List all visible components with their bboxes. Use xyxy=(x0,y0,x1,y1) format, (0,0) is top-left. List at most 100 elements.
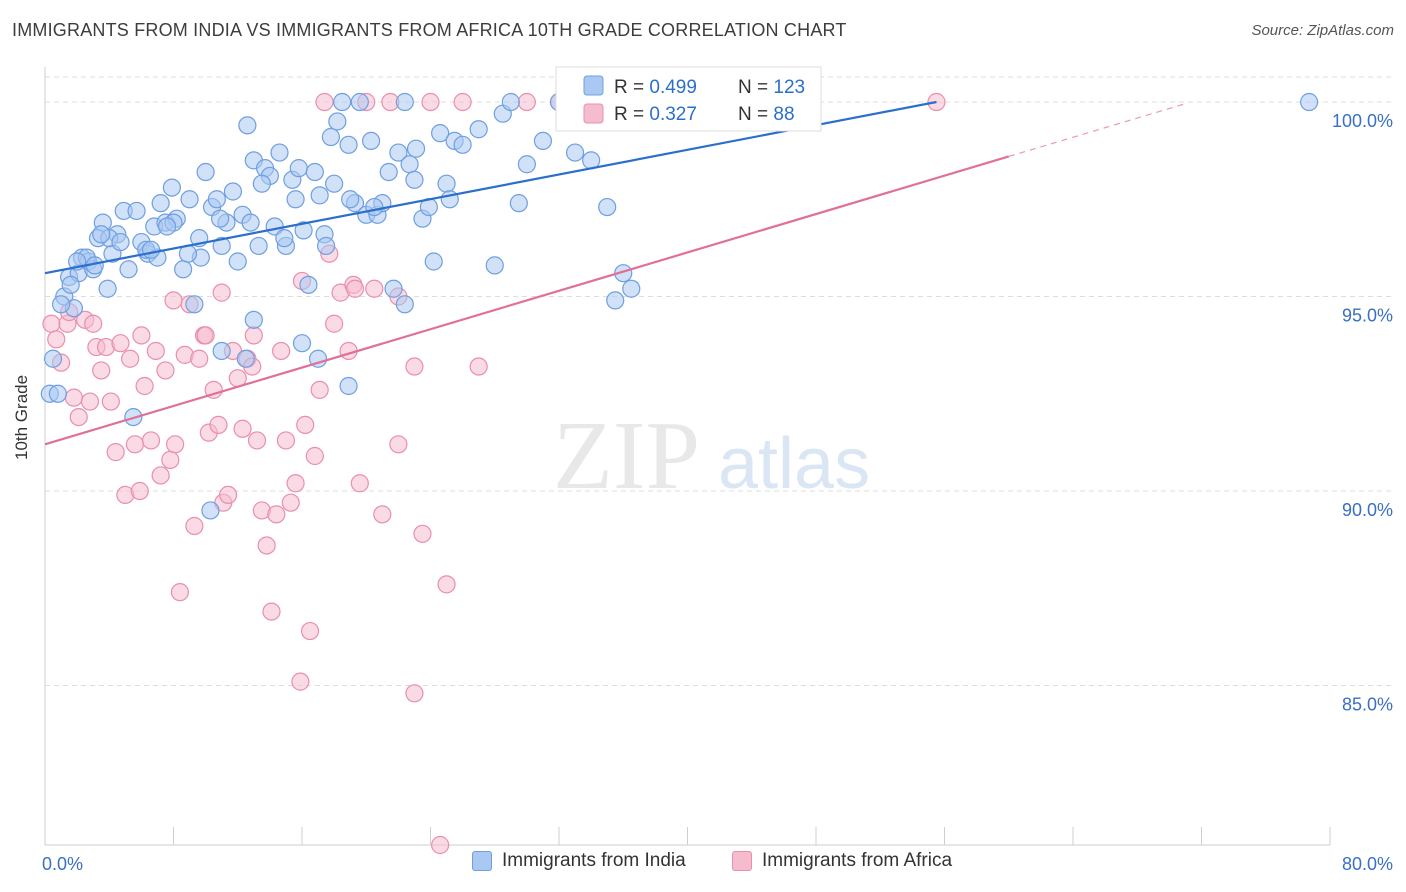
india-point xyxy=(431,124,450,143)
legend-swatch-africa xyxy=(583,103,604,124)
india-point xyxy=(236,349,255,368)
africa-point xyxy=(300,621,320,641)
africa-point xyxy=(291,672,310,691)
india-point xyxy=(565,143,585,162)
africa-point xyxy=(315,92,334,112)
africa-point xyxy=(121,349,140,368)
watermark-atlas: atlas xyxy=(718,424,870,504)
africa-point xyxy=(135,376,154,396)
africa-point xyxy=(405,357,424,376)
legend-n-label-india: N = xyxy=(738,77,773,98)
africa-point xyxy=(286,474,305,493)
svg-text:N = 88: N = 88 xyxy=(738,104,795,125)
africa-point xyxy=(281,493,300,512)
africa-point xyxy=(469,357,488,376)
y-tick-label: 100.0% xyxy=(1332,111,1393,131)
y-tick-label: 85.0% xyxy=(1342,695,1393,715)
africa-point xyxy=(106,443,125,462)
india-point xyxy=(196,162,215,182)
y-tick-label: 90.0% xyxy=(1342,500,1393,520)
india-point xyxy=(405,170,424,189)
africa-point xyxy=(257,536,276,555)
india-point xyxy=(424,252,443,271)
india-point xyxy=(51,295,71,314)
series-africa-points xyxy=(42,92,946,855)
africa-point xyxy=(212,283,231,302)
africa-point xyxy=(64,388,84,407)
india-point xyxy=(174,260,193,279)
india-point xyxy=(61,275,80,294)
x-tick-label: 80.0% xyxy=(1342,854,1393,874)
africa-point xyxy=(190,349,209,368)
africa-point xyxy=(69,408,88,427)
africa-point xyxy=(373,505,392,524)
india-point xyxy=(212,341,231,361)
india-point xyxy=(270,143,289,162)
india-point xyxy=(207,190,226,209)
india-point xyxy=(249,236,268,256)
africa-point xyxy=(47,330,66,349)
chart-source: Source: ZipAtlas.com xyxy=(1251,22,1394,39)
legend-item-india: Immigrants from India xyxy=(472,850,686,872)
legend-swatch-india-bottom xyxy=(472,851,492,871)
india-point xyxy=(241,213,260,232)
india-point xyxy=(223,182,243,201)
india-point xyxy=(400,155,419,174)
legend-n-value-africa: 88 xyxy=(773,104,794,125)
watermark-zip: ZIP xyxy=(553,402,700,510)
india-point xyxy=(509,194,528,213)
legend-r-label-india: R = xyxy=(614,77,649,98)
india-point xyxy=(119,260,138,279)
africa-point xyxy=(125,435,145,454)
africa-point xyxy=(267,505,286,524)
africa-point xyxy=(170,583,190,602)
india-point xyxy=(325,174,344,193)
india-point xyxy=(157,217,177,236)
india-point xyxy=(517,155,536,174)
africa-point xyxy=(132,326,151,345)
india-point xyxy=(299,275,318,294)
svg-text:N = 123: N = 123 xyxy=(738,77,805,98)
legend-r-label-africa: R = xyxy=(614,104,649,125)
india-point xyxy=(379,162,398,182)
africa-point xyxy=(389,435,408,454)
africa-point xyxy=(101,392,120,411)
india-point xyxy=(43,349,63,368)
chart-title: IMMIGRANTS FROM INDIA VS IMMIGRANTS FROM… xyxy=(12,20,847,40)
africa-point xyxy=(161,450,180,469)
india-point xyxy=(127,201,146,221)
india-point xyxy=(622,279,641,298)
india-point xyxy=(606,291,625,310)
legend-n-value-india: 123 xyxy=(773,77,805,98)
india-point xyxy=(305,162,324,182)
india-point xyxy=(395,295,414,314)
india-point xyxy=(453,135,472,154)
india-point xyxy=(98,279,117,298)
india-point xyxy=(294,221,313,240)
africa-point xyxy=(350,474,369,493)
africa-point xyxy=(185,516,204,536)
africa-point xyxy=(164,291,183,310)
india-point xyxy=(350,92,369,112)
india-point xyxy=(92,225,111,244)
africa-point xyxy=(244,326,263,345)
africa-point xyxy=(92,361,111,380)
legend-swatch-africa-bottom xyxy=(732,851,752,871)
india-point xyxy=(406,139,426,158)
y-axis-label: 10th Grade xyxy=(12,374,31,460)
india-point xyxy=(395,92,414,112)
india-point xyxy=(289,159,308,178)
africa-point xyxy=(305,446,324,466)
india-point xyxy=(111,232,130,252)
africa-point xyxy=(141,431,161,450)
africa-point xyxy=(233,419,252,438)
india-point xyxy=(333,92,352,112)
africa-point xyxy=(151,466,170,485)
trend-line-africa-extension xyxy=(1008,103,1186,158)
india-point xyxy=(48,384,67,403)
india-point xyxy=(341,190,360,209)
svg-text:R = 0.499: R = 0.499 xyxy=(614,77,697,98)
india-point xyxy=(292,334,312,353)
africa-point xyxy=(437,575,456,594)
africa-point xyxy=(42,314,61,333)
